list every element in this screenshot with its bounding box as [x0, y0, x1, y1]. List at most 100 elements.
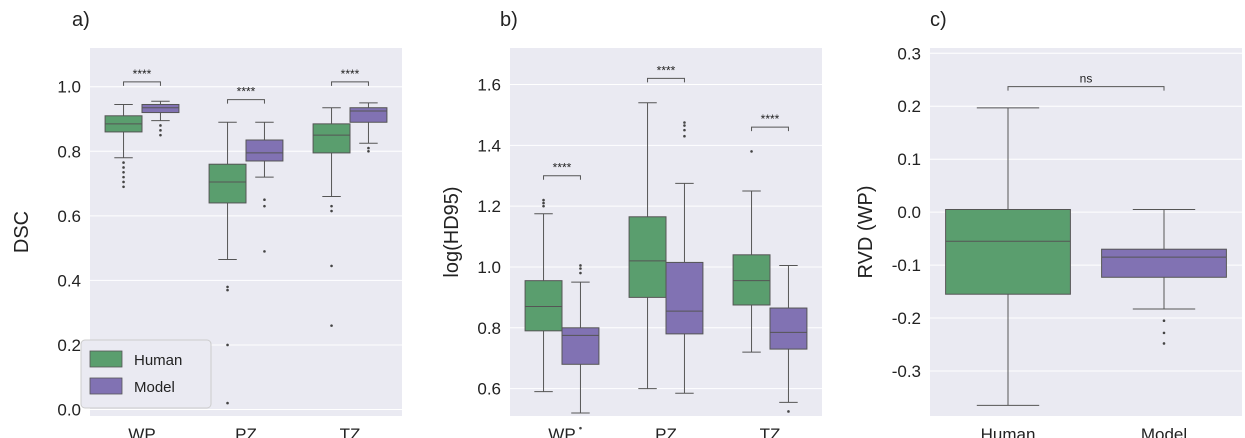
box-iqr	[349, 107, 388, 123]
outlier-point	[683, 134, 686, 138]
outlier-point	[750, 150, 753, 153]
box-human	[945, 107, 1071, 406]
box-iqr	[1101, 248, 1227, 278]
y-tick-label: 0.0	[57, 401, 81, 420]
outlier-point	[226, 401, 229, 405]
outlier-point	[122, 180, 125, 184]
panel-c-y-axis-label: RVD (WP)	[855, 186, 877, 279]
panel-a-y-axis-label: DSC	[11, 211, 33, 253]
legend-model-swatch	[89, 377, 123, 395]
outlier-point	[330, 324, 333, 327]
y-tick-label: -0.2	[892, 309, 921, 328]
bracket-line	[331, 81, 369, 86]
outlier-point	[542, 198, 545, 202]
panel-a-ticks: 0.0 0.2 0.4 0.6 0.8 1.0 WP PZ TZ	[57, 78, 360, 438]
box-iqr	[769, 307, 808, 350]
outlier-point	[542, 204, 545, 208]
x-tick-label: Model	[1141, 425, 1187, 438]
box-iqr	[245, 139, 284, 162]
panel-b: **** **** **** 0.6 0.8 1.0 1.2 1.4 1.6 WP PZ TZ b)…	[441, 9, 822, 438]
panel-a: **** **** **** 0.0 0.2 0.4 0.6 0.8 1.0 WP PZ TZ a)…	[11, 9, 402, 438]
box-iqr	[628, 216, 667, 298]
legend-frame	[80, 339, 212, 409]
outlier-point	[263, 204, 266, 208]
outlier-point	[226, 288, 229, 292]
box-human-tz	[312, 107, 351, 327]
y-tick-label: 0.6	[57, 207, 81, 226]
box-iqr	[945, 208, 1071, 295]
outlier-point	[579, 267, 582, 270]
outlier-point	[263, 250, 266, 253]
box-iqr	[524, 280, 563, 332]
outlier-point	[122, 166, 125, 169]
box-model	[1101, 208, 1227, 345]
outlier-point	[367, 149, 370, 153]
box-model-pz	[665, 121, 704, 394]
y-tick-label: 0.6	[477, 380, 501, 399]
y-tick-label: -0.1	[892, 256, 921, 275]
box-human-wp	[104, 103, 143, 189]
significance-label: ****	[133, 67, 152, 81]
significance-bracket: ****	[227, 85, 265, 104]
outlier-point	[122, 175, 125, 179]
bracket-line	[751, 126, 789, 132]
outlier-point	[1162, 319, 1166, 322]
y-tick-label: 0.4	[57, 271, 81, 290]
panel-a-label: a)	[72, 9, 90, 31]
box-iqr	[732, 254, 771, 306]
x-tick-label: PZ	[655, 425, 677, 438]
bracket-line	[1007, 86, 1165, 91]
box-human-pz	[208, 121, 247, 405]
box-human-pz	[628, 102, 667, 390]
outlier-point	[122, 170, 125, 174]
y-tick-label: 1.0	[57, 78, 81, 97]
box-model-tz	[769, 264, 808, 413]
outlier-point	[226, 285, 229, 289]
box-model-tz	[349, 102, 388, 153]
bracket-line	[123, 81, 161, 86]
significance-label: ns	[1080, 72, 1093, 86]
box-human-wp	[524, 198, 563, 393]
panel-b-label: b)	[500, 9, 518, 31]
significance-label: ****	[657, 63, 676, 77]
outlier-point	[579, 426, 582, 430]
outlier-point	[263, 198, 266, 202]
y-tick-label: 0.3	[897, 44, 921, 63]
y-tick-label: 0.2	[897, 97, 921, 116]
x-tick-label: TZ	[340, 425, 361, 438]
y-tick-label: 0.8	[57, 142, 81, 161]
panel-a-marks: **** **** ****	[104, 67, 388, 405]
outlier-point	[159, 124, 162, 127]
x-tick-label: TZ	[760, 425, 781, 438]
y-tick-label: 1.0	[477, 258, 501, 277]
panel-b-marks: **** **** ****	[524, 63, 808, 430]
box-model-wp	[141, 100, 180, 137]
significance-label: ****	[341, 67, 360, 81]
significance-bracket: ns	[1007, 72, 1165, 91]
y-tick-label: 0.0	[897, 203, 921, 222]
y-tick-label: 0.2	[57, 336, 81, 355]
y-tick-label: 0.1	[897, 150, 921, 169]
outlier-point	[1162, 342, 1166, 345]
outlier-point	[122, 161, 125, 164]
box-iqr	[312, 123, 351, 154]
significance-label: ****	[237, 85, 256, 99]
outlier-point	[330, 209, 333, 213]
outlier-point	[787, 410, 790, 413]
outlier-point	[683, 124, 686, 127]
panel-c-marks: ns	[945, 72, 1227, 406]
significance-bracket: ****	[123, 67, 161, 86]
legend-human-swatch	[89, 350, 123, 368]
x-tick-label: WP	[548, 425, 575, 438]
x-tick-label: WP	[128, 425, 155, 438]
outlier-point	[122, 185, 125, 189]
x-tick-label: PZ	[235, 425, 257, 438]
panel-c: ns -0.3 -0.2 -0.1 0.0 0.1 0.2 0.3 Human Model c)…	[855, 9, 1242, 438]
outlier-point	[1162, 331, 1166, 335]
outlier-point	[542, 201, 545, 205]
legend-model-label: Model	[134, 379, 175, 396]
legend-human-label: Human	[134, 352, 182, 369]
y-tick-label: 1.4	[477, 136, 501, 155]
panel-c-label: c)	[930, 9, 947, 31]
bracket-line	[543, 175, 581, 180]
